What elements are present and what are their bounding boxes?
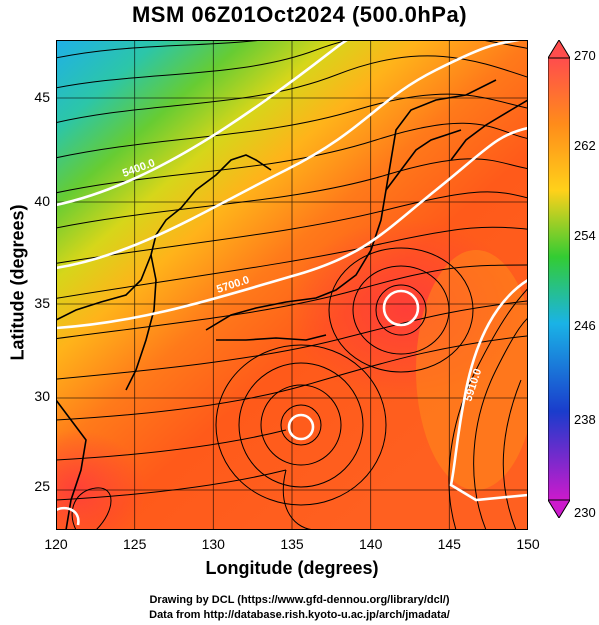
x-tick: 120 — [44, 536, 68, 552]
x-tick: 145 — [437, 536, 461, 552]
chart-title: MSM 06Z01Oct2024 (500.0hPa) — [131, 2, 468, 27]
colorbar-label: 262 — [574, 138, 596, 153]
y-axis-title: Latitude (degrees) — [7, 204, 28, 361]
x-tick: 135 — [280, 536, 304, 552]
colorbar — [548, 40, 570, 518]
contour-5400 — [56, 40, 350, 207]
contour-5910-high2 — [287, 413, 315, 441]
colorbar-label: 238 — [574, 412, 596, 427]
x-tick: 140 — [359, 536, 383, 552]
y-tick: 25 — [34, 478, 50, 494]
y-tick: 45 — [34, 89, 50, 105]
height-contours — [56, 40, 528, 526]
contour-5910-high — [382, 289, 420, 327]
y-tick: 40 — [34, 193, 50, 209]
credit-drawing: Drawing by DCL (https://www.gfd-dennou.o… — [149, 594, 450, 606]
x-tick: 130 — [201, 536, 225, 552]
coastlines — [56, 79, 528, 530]
colorbar-label: 246 — [574, 318, 596, 333]
colorbar-label: 270 — [574, 48, 596, 63]
colorbar-label: 254 — [574, 228, 596, 243]
x-axis-title: Longitude (degrees) — [205, 558, 379, 578]
contour-5700 — [56, 126, 528, 330]
x-tick: 125 — [123, 536, 147, 552]
colorbar-label: 230 — [574, 505, 596, 520]
credit-data: Data from http://database.rish.kyoto-u.a… — [149, 609, 450, 621]
contour-5910-east — [449, 278, 528, 502]
x-tick: 150 — [516, 536, 540, 552]
cool-tongue-east — [416, 250, 528, 490]
contour-5550 — [56, 40, 525, 270]
map-frame: 5400.0 5700.0 5910.0 — [56, 40, 528, 530]
y-tick: 30 — [34, 388, 50, 404]
streamlines — [56, 40, 528, 530]
contour-southwest — [56, 506, 80, 526]
y-tick: 35 — [34, 295, 50, 311]
